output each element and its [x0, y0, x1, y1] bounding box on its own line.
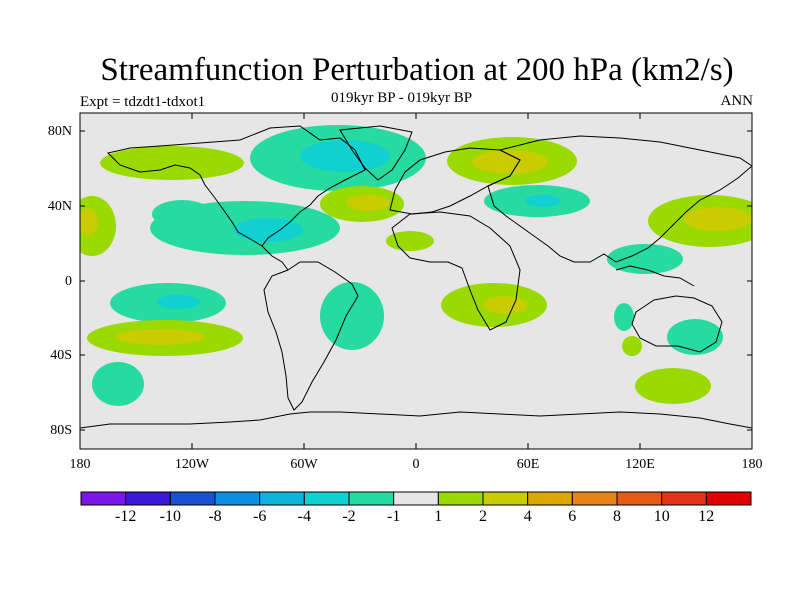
colorbar-box	[616, 491, 663, 506]
lat-label-40n: 40N	[47, 199, 72, 214]
coast-north-america	[107, 125, 366, 247]
core-south-pacific-mid	[115, 329, 205, 345]
colorbar-label: -6	[253, 508, 267, 525]
colorbar-label: 4	[523, 508, 532, 525]
contour-indian-ocean	[622, 336, 642, 356]
colorbar-box	[348, 491, 395, 506]
colorbar-label: -4	[297, 508, 311, 525]
coastlines	[80, 125, 752, 429]
colorbar-box	[125, 491, 171, 506]
colorbar-label: 1	[434, 508, 443, 525]
colorbar-box	[482, 491, 529, 506]
coast-central-america	[261, 245, 289, 271]
contour-south-atlantic	[320, 282, 384, 350]
colorbar-box	[80, 491, 127, 506]
coast-maritime-islands	[615, 265, 695, 287]
colorbar	[80, 491, 752, 506]
colorbar-box	[527, 491, 573, 506]
colorbar-box	[661, 491, 707, 506]
lat-label-80s: 80S	[50, 423, 72, 438]
colorbar-label: 2	[479, 508, 487, 525]
contour-southern-ocean	[635, 368, 711, 404]
colorbar-box	[303, 491, 350, 506]
lat-label-eq: 0	[65, 274, 72, 289]
colorbar-box	[259, 491, 305, 506]
core-south-pacific	[156, 295, 200, 309]
colorbar-box	[705, 491, 752, 506]
colorbar-box	[437, 491, 484, 506]
colorbar-box	[169, 491, 216, 506]
contour-east-atlantic-sub	[386, 231, 434, 251]
axis-ticks	[79, 113, 753, 449]
experiment-label: Expt = tdzdt1-tdxot1	[80, 94, 206, 110]
colorbar-label: -1	[387, 508, 401, 525]
contour-australia	[667, 319, 723, 355]
colorbar-box	[214, 491, 261, 506]
lon-label-120e: 120E	[625, 457, 655, 472]
colorbar-label: 12	[698, 508, 715, 525]
chart-subtitle: 019kyr BP - 019kyr BP	[331, 90, 473, 106]
core-gulf-mexico	[233, 218, 303, 242]
coast-africa	[391, 211, 521, 331]
core-siberia	[472, 150, 548, 174]
chart-title: Streamfunction Perturbation at 200 hPa (…	[100, 52, 734, 88]
lon-label-60e: 60E	[516, 457, 540, 472]
coast-australia	[631, 295, 723, 353]
lon-label-0: 0	[412, 457, 420, 472]
coast-asia	[487, 135, 752, 263]
lat-label-40s: 40S	[50, 348, 72, 363]
coast-antarctica	[80, 411, 752, 429]
core-canada	[300, 140, 390, 172]
colorbar-box	[571, 491, 618, 506]
lon-label-180w: 180	[69, 457, 91, 472]
colorbar-label: -12	[115, 508, 137, 525]
contour-mid-pacific-north	[152, 200, 212, 228]
core-japan	[684, 207, 752, 231]
core-southern-africa	[483, 296, 527, 314]
contour-west-australia	[614, 303, 634, 331]
coast-greenland	[339, 125, 413, 181]
season-label: ANN	[720, 93, 754, 109]
colorbar-label: -2	[342, 508, 356, 525]
lon-label-180e: 180	[741, 457, 763, 472]
colorbar-label: 8	[613, 508, 621, 525]
core-central-asia	[525, 195, 561, 207]
core-dateline	[80, 208, 98, 236]
coast-south-america	[263, 261, 359, 411]
contour-north-pacific	[100, 146, 244, 180]
lat-label-80n: 80N	[47, 124, 72, 139]
lon-label-60w: 60W	[290, 457, 318, 472]
colorbar-label: -8	[208, 508, 222, 525]
core-atlantic-east	[346, 195, 390, 211]
lon-label-120w: 120W	[174, 457, 210, 472]
contour-fields	[80, 125, 752, 406]
contour-south-pacific-west	[92, 362, 144, 406]
colorbar-label: 10	[653, 508, 670, 525]
contour-maritime-continent	[607, 244, 683, 274]
colorbar-box	[393, 491, 439, 506]
colorbar-label: 6	[568, 508, 577, 525]
colorbar-label: -10	[159, 508, 181, 525]
strong-negative-cores	[156, 140, 561, 309]
